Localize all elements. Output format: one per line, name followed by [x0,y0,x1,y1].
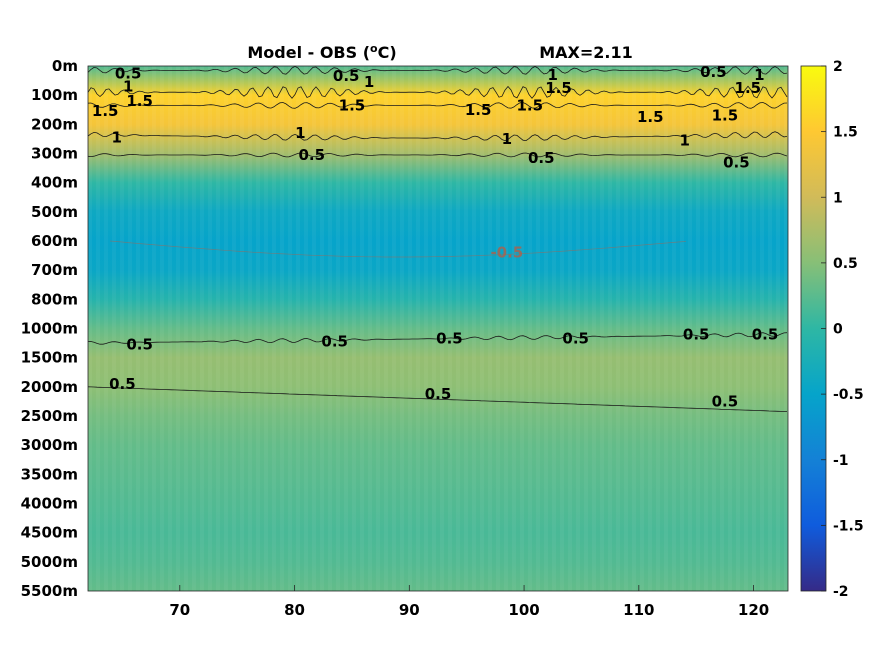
contour-labels: 0.511.51.510.5 11.5 1.5 1.511.51.50.5 11.51.… [92,63,778,411]
contour-label: 1 [548,66,558,84]
contour-label: 0.5 [298,146,325,164]
y-tick-label: 2500m [21,407,78,425]
contour-label: 1 [295,124,305,142]
contour-label: 1.5 [465,101,492,119]
contour-label: 0.5 [115,64,142,82]
y-tick-label: 600m [31,232,78,250]
x-axis: 70 80 90 100 110 120 [169,585,769,619]
negative-contour-line [109,240,687,258]
contour-label: 1 [680,131,690,149]
plot-area: 0.511.51.510.5 11.5 1.5 1.511.51.50.5 11.51.… [87,63,789,592]
contour-label: 0.5 [528,149,555,167]
contour-label: 0.5 [752,325,779,343]
contour-label: 0.5 [425,385,452,403]
y-axis: 0m 100m 200m 300m 400m 500m 600m 700m 800m 1000m 1… [21,57,78,600]
colorbar-tick-label: 2 [833,59,843,75]
y-tick-label: 5000m [21,553,78,571]
colorbar-tick-label: 1 [833,190,843,206]
y-tick-label: 1000m [21,320,78,338]
y-tick-label: 4500m [21,524,78,542]
contour-label: 1.5 [92,102,119,120]
contour-label: 0.5 [109,375,136,393]
y-tick-label: 700m [31,261,78,279]
contour-label: 1.5 [712,107,739,125]
contour-label: 0.5 [126,336,153,354]
x-tick-label: 80 [284,601,305,619]
y-tick-label: 500m [31,203,78,221]
y-tick-label: 2000m [21,378,78,396]
contour-label: 1 [123,77,133,95]
contour-label: 0.5 [683,325,710,343]
contour-label: 0.5 [700,63,727,81]
contour-label: 1 [754,66,764,84]
colorbar-tick-label: -0.5 [833,387,864,403]
y-tick-label: 3500m [21,465,78,483]
y-tick-label: 400m [31,174,78,192]
colorbar: 2 1.5 1 0.5 0 -0.5 -1 -1.5 -2 [800,59,864,600]
contour-label: -0.5 [490,244,523,262]
colorbar-tick-label: 0 [833,322,843,338]
x-tick-label: 70 [169,601,190,619]
contour-lines [87,65,788,412]
contour-label: 0.5 [333,67,360,85]
colorbar-ticks: 2 1.5 1 0.5 0 -0.5 -1 -1.5 -2 [821,59,864,600]
colorbar-tick-label: -2 [833,584,849,600]
contour-label: 0.5 [321,333,348,351]
contour-label: 1.5 [735,79,762,97]
y-tick-label: 0m [52,57,78,75]
contour-label: 1 [111,128,121,146]
plot-frame [87,65,789,592]
x-tick-label: 120 [738,601,769,619]
y-tick-label: 200m [31,115,78,133]
chart-title: Model - OBS (oC) [247,42,396,62]
contour-line [87,131,788,142]
contour-label: 1.5 [517,96,544,114]
colorbar-tick-label: 1.5 [833,125,858,141]
contour-line [87,85,788,99]
x-tick-label: 110 [623,601,654,619]
stripe-overlay [88,66,788,591]
y-tick-label: 4000m [21,495,78,513]
x-tick-label: 90 [399,601,420,619]
colorbar-tick-label: -1 [833,453,849,469]
contour-line [87,152,788,158]
contour-label: 0.5 [562,330,589,348]
contour-label: 1.5 [637,108,664,126]
x-tick-label: 100 [508,601,539,619]
colorbar-tick-label: 0.5 [833,256,858,272]
contour-label: 1.5 [126,92,153,110]
contour-line [87,65,788,75]
max-annotation: MAX=2.11 [539,43,633,62]
contour-label: 0.5 [712,392,739,410]
y-tick-label: 3000m [21,436,78,454]
contour-label: 1 [364,73,374,91]
y-tick-label: 1500m [21,349,78,367]
contour-label: 1 [502,130,512,148]
contour-line [87,386,788,412]
y-tick-label: 5500m [21,582,78,600]
y-tick-label: 300m [31,145,78,163]
y-tick-label: 100m [31,86,78,104]
contour-label: 0.5 [723,153,750,171]
contour-label: 1.5 [545,79,572,97]
y-tick-label: 800m [31,290,78,308]
colorbar-tick-label: -1.5 [833,518,864,534]
contour-label: 0.5 [436,330,463,348]
contour-label: 1.5 [339,96,366,114]
contour-line [87,332,788,345]
contour-line [87,102,788,109]
